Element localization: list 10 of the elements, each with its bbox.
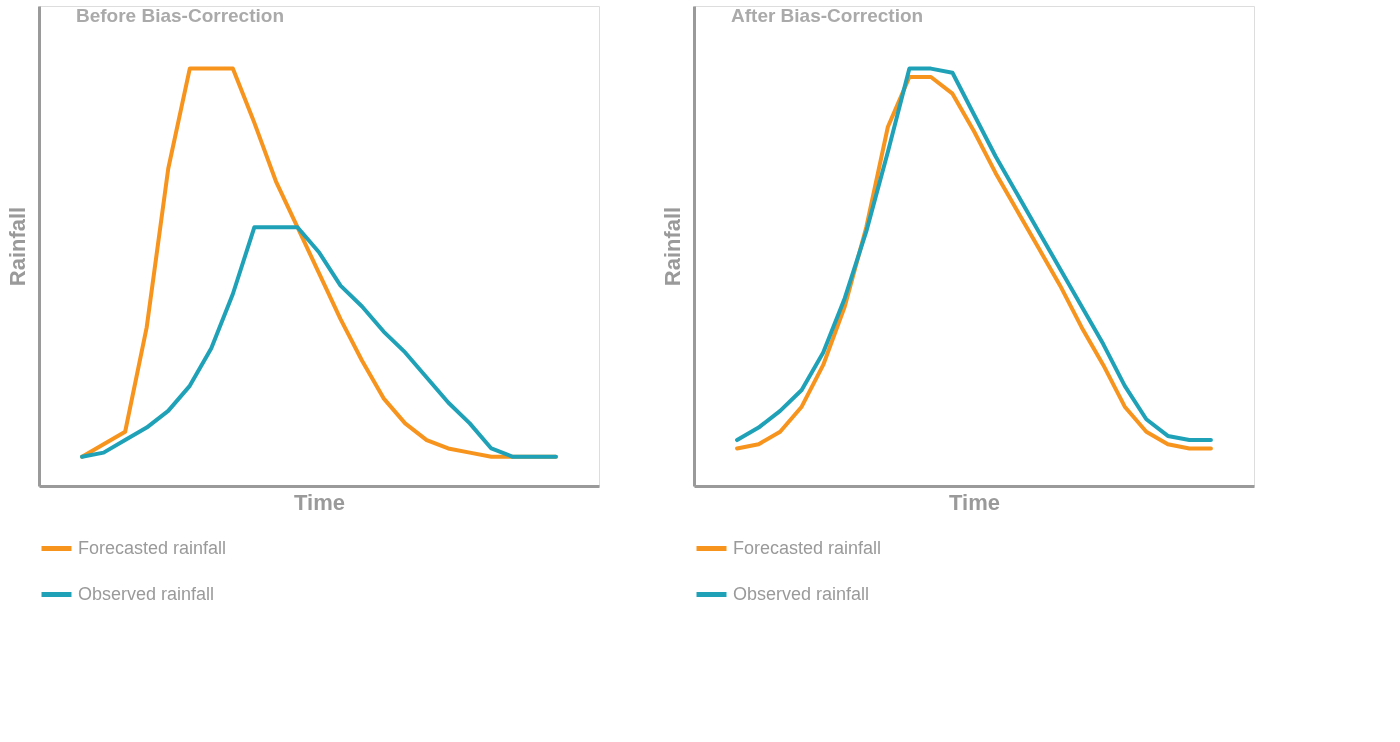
legend-label: Forecasted rainfall (733, 537, 882, 558)
legend-label: Observed rainfall (78, 583, 215, 604)
x-axis-title: Time (294, 489, 345, 515)
x-axis-title: Time (949, 489, 1000, 515)
chart-title: After Bias-Correction (731, 5, 924, 26)
legend-label: Observed rainfall (733, 583, 870, 604)
chart-title: Before Bias-Correction (76, 5, 284, 26)
y-axis-title: Rainfall (659, 206, 685, 287)
legend-label: Forecasted rainfall (78, 537, 227, 558)
y-axis-title: Rainfall (4, 206, 30, 287)
